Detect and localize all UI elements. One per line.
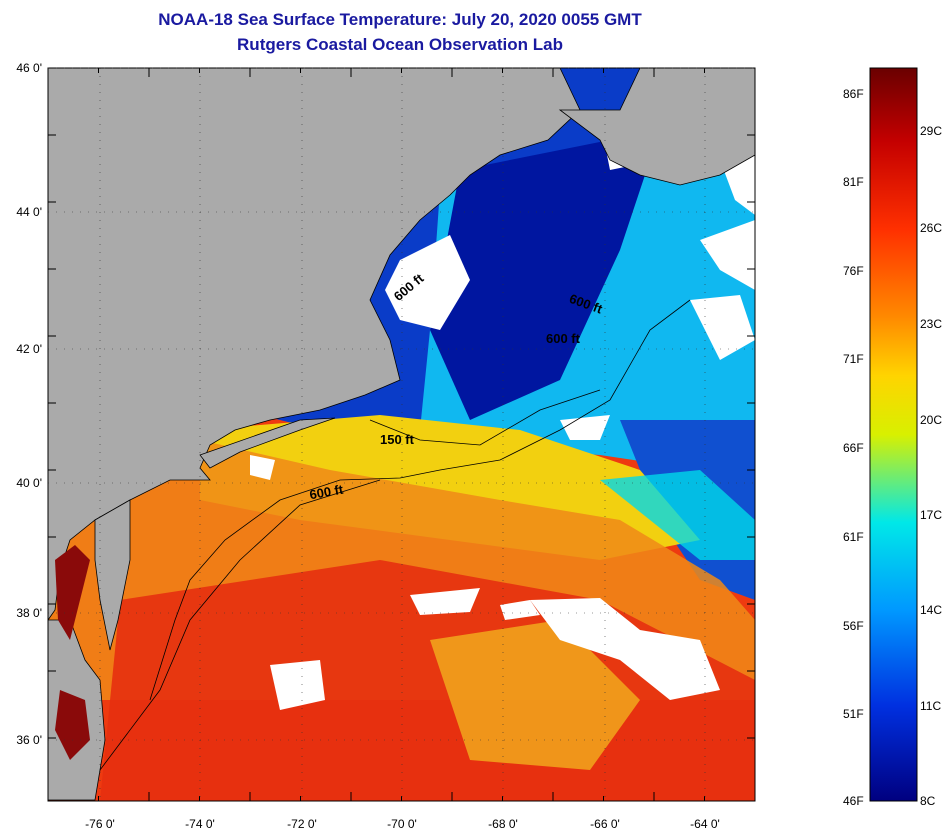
colorbar-c-label: 23C — [920, 317, 942, 331]
colorbar-fahrenheit-labels: 86F 81F 76F 71F 66F 61F 56F 51F 46F — [843, 87, 864, 808]
colorbar-c-label: 17C — [920, 508, 942, 522]
longitude-label: -66 0' — [590, 817, 620, 831]
latitude-label: 36 0' — [16, 733, 42, 747]
map-image — [48, 68, 755, 801]
colorbar-f-label: 51F — [843, 707, 864, 721]
colorbar-c-label: 14C — [920, 603, 942, 617]
colorbar-c-label: 20C — [920, 413, 942, 427]
colorbar-c-label: 26C — [920, 221, 942, 235]
colorbar-f-label: 76F — [843, 264, 864, 278]
colorbar-c-label: 8C — [920, 794, 936, 808]
colorbar-f-label: 46F — [843, 794, 864, 808]
latitude-label: 42 0' — [16, 342, 42, 356]
land-delmarva — [94, 499, 131, 651]
contour-label: 600 ft — [546, 331, 581, 346]
colorbar-f-label: 81F — [843, 175, 864, 189]
colorbar-c-label: 11C — [920, 699, 941, 713]
colorbar-celsius-labels: 29C 26C 23C 20C 17C 14C 11C 8C — [920, 124, 942, 808]
colorbar-f-label: 56F — [843, 619, 864, 633]
colorbar-f-label: 71F — [843, 352, 864, 366]
latitude-label: 38 0' — [16, 606, 42, 620]
contour-label: 150 ft — [380, 432, 415, 447]
latitude-label: 44 0' — [16, 205, 42, 219]
deep-cold-water — [430, 130, 660, 420]
colorbar-f-label: 61F — [843, 530, 864, 544]
depth-contours — [99, 299, 691, 771]
longitude-label: -74 0' — [185, 817, 215, 831]
latitude-labels: 46 0' 44 0' 42 0' 40 0' 38 0' 36 0' — [16, 61, 42, 747]
colorbar-f-label: 66F — [843, 441, 864, 455]
land-long-island — [199, 417, 336, 469]
cyan-patch — [600, 470, 755, 560]
longitude-label: -76 0' — [85, 817, 115, 831]
longitude-label: -68 0' — [488, 817, 518, 831]
latitude-label: 46 0' — [16, 61, 42, 75]
map-title: NOAA-18 Sea Surface Temperature: July 20… — [158, 10, 642, 29]
map-subtitle: Rutgers Coastal Ocean Observation Lab — [237, 35, 563, 54]
land-northwest — [48, 68, 581, 621]
longitude-label: -64 0' — [690, 817, 720, 831]
colorbar-f-label: 86F — [843, 87, 864, 101]
longitude-labels: -76 0' -74 0' -72 0' -70 0' -68 0' -66 0' -64 … — [85, 817, 720, 831]
yellow-patch — [430, 620, 640, 770]
bay-water — [55, 545, 90, 760]
longitude-label: -72 0' — [287, 817, 317, 831]
latitude-label: 40 0' — [16, 476, 42, 490]
longitude-label: -70 0' — [387, 817, 417, 831]
map-ticks — [47, 67, 756, 801]
land-nova-scotia — [558, 68, 755, 186]
colorbar-c-label: 29C — [920, 124, 942, 138]
colorbar — [869, 67, 918, 802]
contour-label: 600 ft — [308, 482, 345, 503]
